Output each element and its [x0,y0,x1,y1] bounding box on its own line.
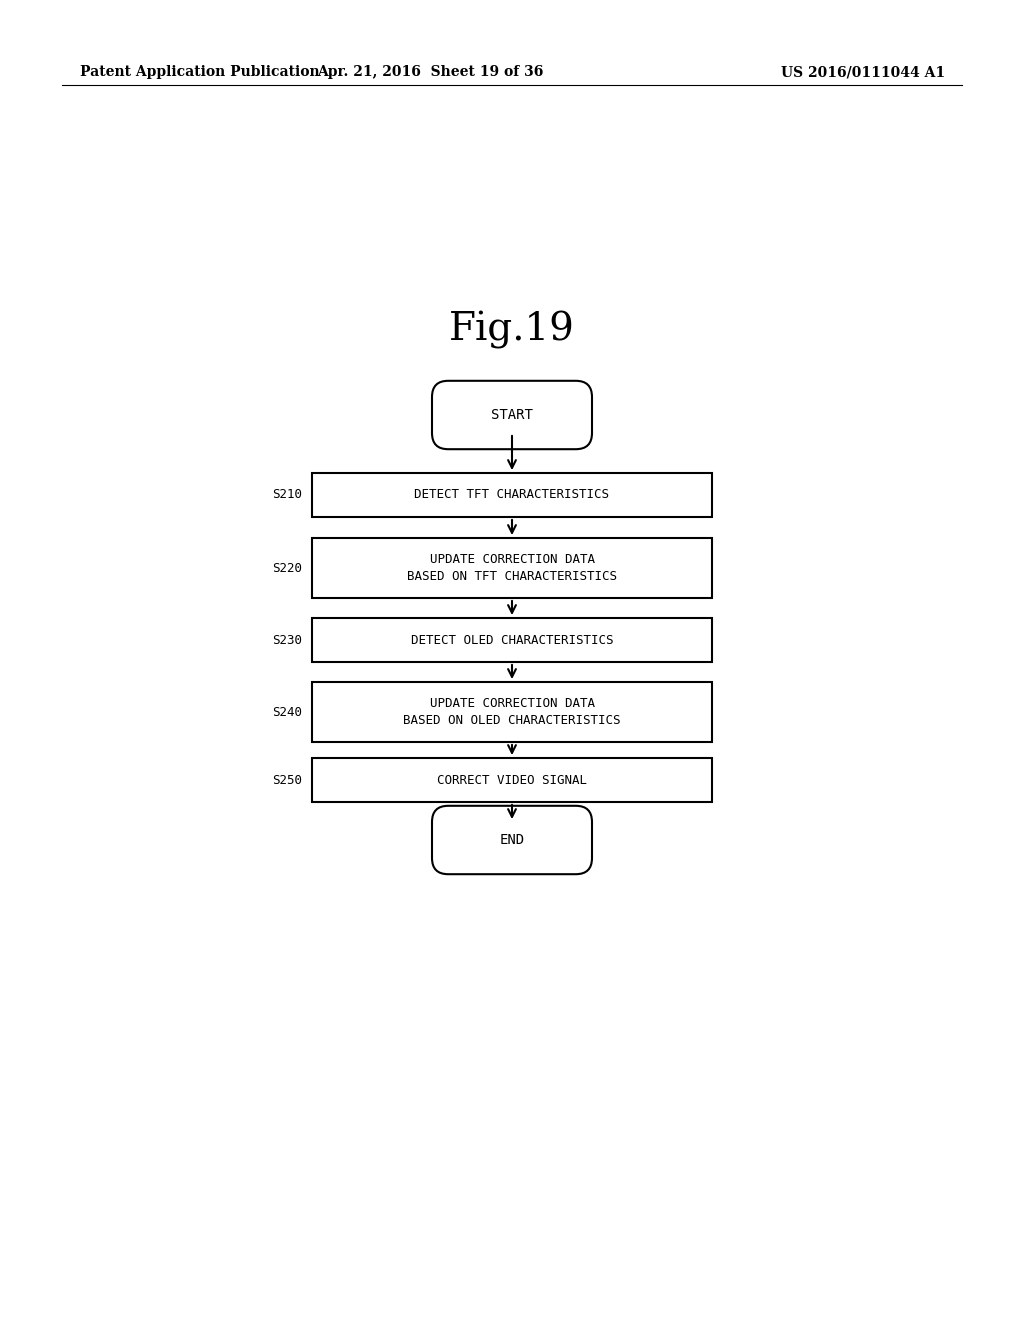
Text: UPDATE CORRECTION DATA: UPDATE CORRECTION DATA [429,697,595,710]
Text: BASED ON TFT CHARACTERISTICS: BASED ON TFT CHARACTERISTICS [407,570,617,583]
Text: S250: S250 [272,774,302,787]
Text: US 2016/0111044 A1: US 2016/0111044 A1 [781,65,945,79]
Bar [312,473,712,517]
Text: Fig.19: Fig.19 [450,312,574,348]
Bar [312,618,712,663]
Bar [312,682,712,742]
FancyBboxPatch shape [432,805,592,874]
Text: Apr. 21, 2016  Sheet 19 of 36: Apr. 21, 2016 Sheet 19 of 36 [316,65,543,79]
Text: START: START [492,408,532,422]
Text: DETECT TFT CHARACTERISTICS: DETECT TFT CHARACTERISTICS [415,488,609,502]
FancyBboxPatch shape [432,380,592,449]
Text: Patent Application Publication: Patent Application Publication [80,65,319,79]
Text: BASED ON OLED CHARACTERISTICS: BASED ON OLED CHARACTERISTICS [403,714,621,727]
Text: S240: S240 [272,705,302,718]
Text: UPDATE CORRECTION DATA: UPDATE CORRECTION DATA [429,553,595,566]
Bar [312,758,712,803]
Text: S220: S220 [272,561,302,574]
Text: S210: S210 [272,488,302,502]
Text: CORRECT VIDEO SIGNAL: CORRECT VIDEO SIGNAL [437,774,587,787]
Bar [312,539,712,598]
Text: DETECT OLED CHARACTERISTICS: DETECT OLED CHARACTERISTICS [411,634,613,647]
Text: S230: S230 [272,634,302,647]
Text: END: END [500,833,524,847]
